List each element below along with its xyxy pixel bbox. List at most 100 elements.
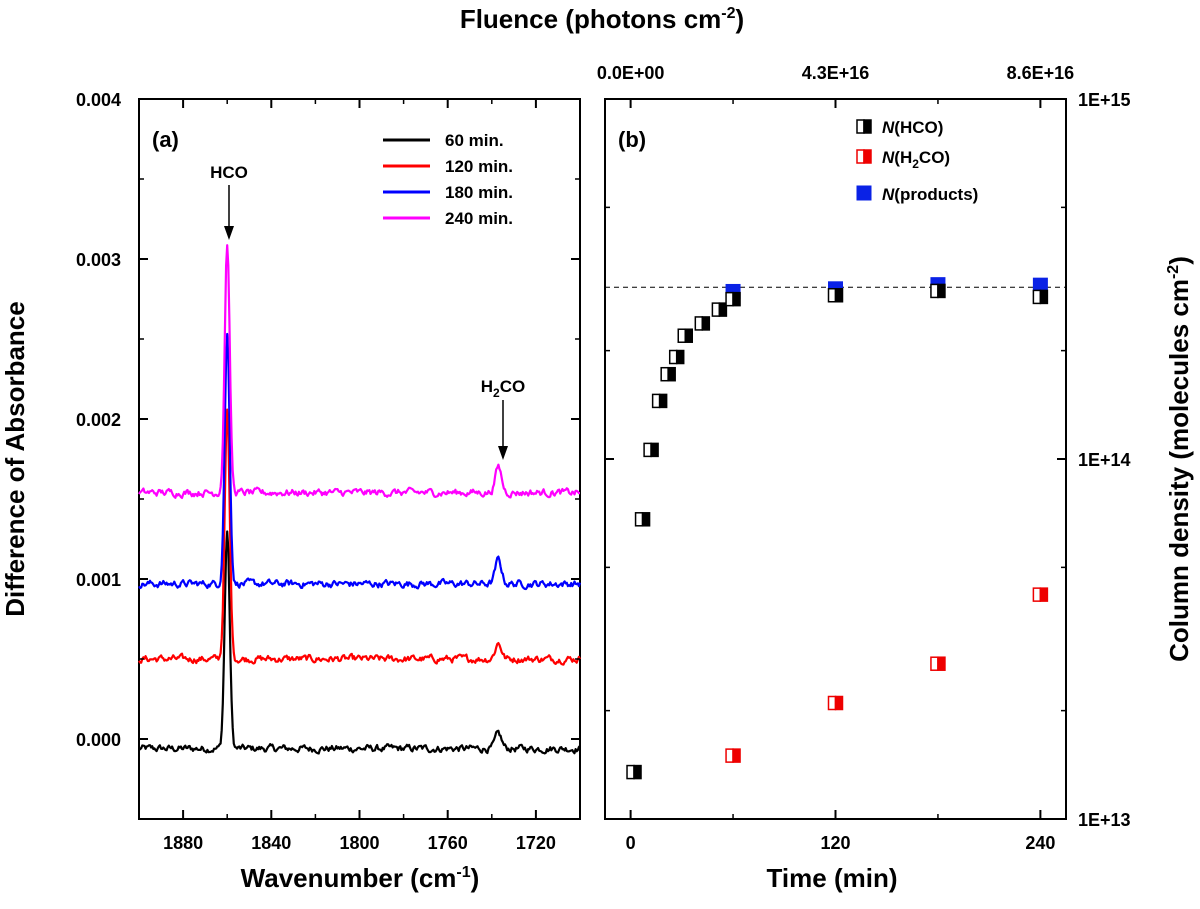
panel-b-ylabel: Column density (molecules cm-2): [1164, 256, 1194, 662]
point-hco-2-white: [643, 442, 652, 458]
point-h2co-1: [827, 695, 844, 711]
point-hco-3-white: [651, 393, 661, 409]
panel-b-top-xlabel-end: ): [736, 4, 745, 34]
legend-marker-hco-white: [856, 119, 865, 134]
point-hco-4-fill: [667, 366, 676, 382]
point-hco-2-fill: [650, 442, 659, 458]
panel-a-frame: [138, 98, 581, 820]
b-xtick-label-0: 0: [626, 833, 636, 853]
point-hco-5-white: [668, 349, 678, 365]
point-hco-1: [634, 512, 651, 527]
point-hco-11: [930, 283, 946, 299]
point-hco-0-fill: [633, 764, 642, 780]
a-xtick-label-1: 1840: [251, 833, 291, 853]
hco-annotation: HCO: [210, 163, 248, 182]
point-hco-11-white: [930, 283, 939, 299]
point-h2co-1-fill: [834, 695, 844, 711]
a-xtick-label-4: 1720: [516, 833, 556, 853]
trace-180min: [138, 332, 582, 591]
panel-b-ylabel-end: ): [1164, 256, 1194, 265]
panel-a-xlabel-main: Wavenumber (cm: [241, 863, 457, 893]
point-hco-9-fill: [732, 291, 741, 307]
point-h2co-2-fill: [937, 656, 946, 671]
point-hco-6-white: [677, 328, 686, 343]
point-hco-6: [677, 328, 693, 343]
legend-label-hco-italic: N: [882, 118, 895, 137]
point-h2co-0-fill: [732, 748, 741, 763]
legend-marker-hco-fill: [863, 119, 872, 134]
point-hco-1-fill: [641, 512, 651, 527]
point-hco-0-white: [626, 764, 635, 780]
b-ytick-label-2: 1E+15: [1078, 90, 1131, 110]
point-h2co-2-white: [930, 656, 939, 671]
b-ytick-label-1: 1E+14: [1078, 450, 1131, 470]
point-hco-6-fill: [684, 328, 693, 343]
panel-a-xlabel: Wavenumber (cm-1): [241, 863, 480, 893]
panel-b-ylabel-sup: -2: [1165, 265, 1182, 279]
h2co-annotation-sub: 2: [493, 386, 500, 400]
panel-b-top-xlabel: Fluence (photons cm-2): [460, 4, 744, 34]
legend-label-products: N(products): [882, 185, 978, 204]
panel-a-ticks: 1880 1840 1800 1760 1720 0.000 0.001 0.002 0.003…: [76, 90, 581, 853]
point-hco-2: [643, 442, 659, 458]
h2co-annotation-end: CO: [500, 377, 526, 396]
legend-label-hco-rest: (HCO): [894, 118, 943, 137]
point-hco-11-fill: [937, 283, 946, 299]
h2co-annotation-arrowhead: [498, 446, 508, 460]
point-hco-7-white: [694, 316, 704, 331]
legend-label-hco: N(HCO): [882, 118, 943, 137]
b-ytick-label-0: 1E+13: [1078, 810, 1131, 830]
panel-b: 0 120 240 0.0E+00 4.3E+16 8.6E+16 1E+13 1E+14 1E…: [460, 4, 1194, 893]
b-toptick-label-1: 4.3E+16: [802, 63, 870, 83]
a-xtick-label-3: 1760: [428, 833, 468, 853]
a-ytick-label-1: 0.001: [76, 570, 121, 590]
point-hco-3: [651, 393, 668, 409]
point-hco-10: [827, 288, 844, 303]
b-xtick-label-1: 120: [820, 833, 850, 853]
legend-label-products-rest: (products): [894, 185, 978, 204]
legend-label-h2co: N(H2CO): [882, 148, 950, 171]
b-toptick-label-2: 8.6E+16: [1007, 63, 1075, 83]
legend-label-3: 240 min.: [445, 209, 513, 228]
panel-a-traces: [138, 244, 582, 755]
panel-b-xlabel: Time (min): [767, 863, 898, 893]
point-hco-7: [694, 316, 711, 331]
h2co-annotation: H2CO: [481, 377, 525, 400]
point-hco-12: [1032, 289, 1049, 305]
point-h2co-2: [930, 656, 946, 671]
panel-a-annotations: HCO H2CO: [210, 163, 525, 460]
point-hco-1-white: [634, 512, 644, 527]
trace-60min: [138, 530, 581, 755]
panel-a-ylabel: Difference of Absorbance: [0, 301, 30, 616]
point-hco-3-fill: [658, 393, 668, 409]
legend-label-h2co-sub: 2: [912, 157, 919, 171]
hco-annotation-arrowhead: [224, 226, 234, 240]
legend-marker-products: [856, 185, 872, 201]
legend-marker-h2co-white: [856, 149, 865, 164]
panel-b-label: (b): [618, 127, 646, 152]
point-hco-4-white: [660, 366, 669, 382]
point-hco-5: [668, 349, 685, 365]
panel-b-ticks: 0 120 240 0.0E+00 4.3E+16 8.6E+16 1E+13 1E+14 1E…: [597, 63, 1131, 853]
a-ytick-label-3: 0.003: [76, 250, 121, 270]
legend-label-0: 60 min.: [445, 131, 504, 150]
panel-b-legend: N(HCO) N(H2CO) N(products): [856, 118, 978, 204]
legend-label-1: 120 min.: [445, 157, 513, 176]
point-hco-10-white: [827, 288, 837, 303]
a-xtick-label-2: 1800: [339, 833, 379, 853]
point-hco-9: [725, 291, 741, 307]
trace-240min: [138, 244, 580, 499]
point-hco-9-white: [725, 291, 734, 307]
point-hco-0: [626, 764, 642, 780]
point-hco-12-white: [1032, 289, 1042, 305]
panel-a-label: (a): [152, 127, 179, 152]
panel-a: 1880 1840 1800 1760 1720 0.000 0.001 0.002 0.003…: [0, 90, 582, 893]
point-hco-8-white: [711, 302, 721, 317]
legend-label-h2co-italic: N: [882, 148, 895, 167]
panel-b-top-xlabel-sup: -2: [721, 5, 735, 22]
trace-120min: [138, 408, 581, 666]
legend-label-h2co-end: CO): [919, 148, 950, 167]
panel-b-frame: [604, 98, 1067, 820]
panel-a-xlabel-sup: -1: [456, 864, 470, 881]
